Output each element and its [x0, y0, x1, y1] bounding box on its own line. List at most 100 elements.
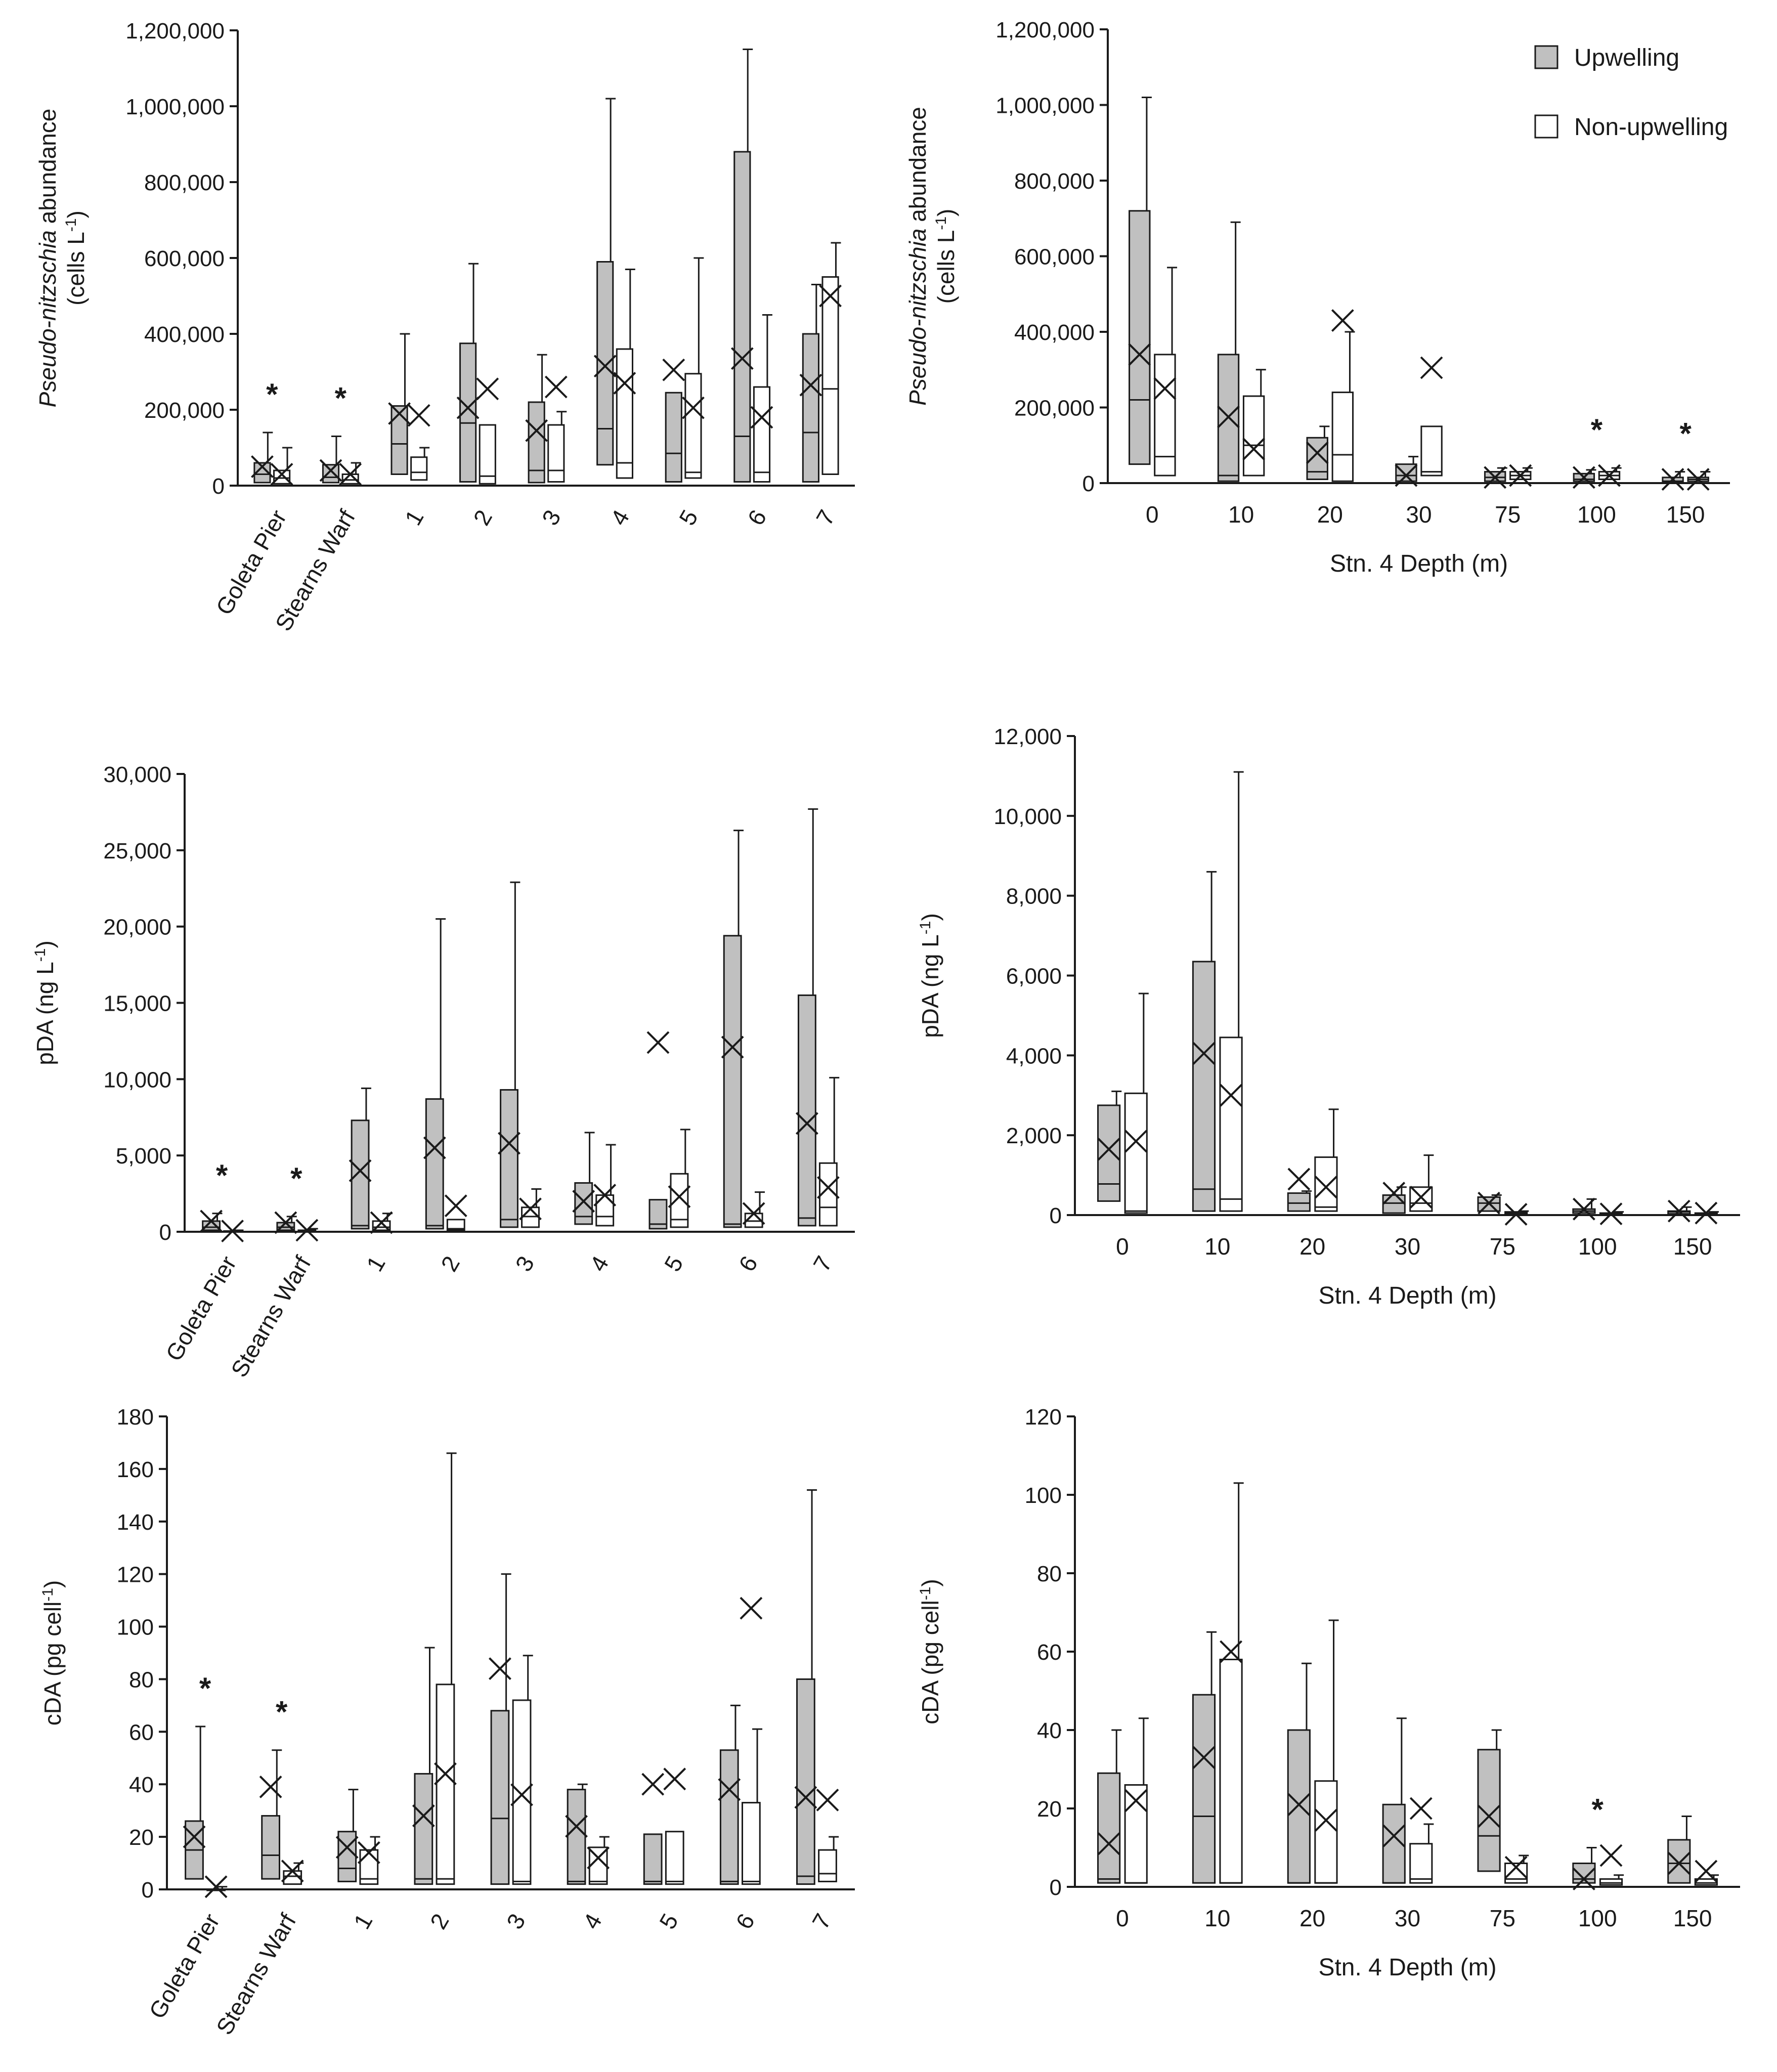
mean-marker	[319, 459, 342, 482]
mean-marker	[1504, 1855, 1528, 1879]
y-tick-label: 120	[1025, 1405, 1062, 1430]
mean-marker-stroke	[794, 1786, 817, 1809]
mean-marker	[1598, 464, 1621, 487]
x-tick-label: 30	[1395, 1233, 1420, 1260]
mean-marker	[799, 373, 822, 397]
mean-marker	[1287, 1793, 1311, 1816]
mean-marker-stroke	[1287, 1168, 1311, 1191]
mean-marker-stroke	[434, 1762, 457, 1785]
y-tick-label: 60	[129, 1720, 154, 1745]
mean-marker-stroke	[1420, 356, 1443, 379]
box	[1287, 1192, 1311, 1212]
mean-marker	[1667, 1852, 1691, 1875]
chart-c: 0 5,000 10,000 15,000 20,000 25,000 30,000 pDA …	[32, 762, 855, 1382]
mean-marker	[593, 355, 617, 378]
chart-f: 0 20 40 60 80 100 120 cDA (pg cell-1) 0 10 20 30 75 1…	[917, 1405, 1740, 1981]
box	[1192, 1694, 1216, 1884]
mean-marker-stroke	[412, 1804, 435, 1827]
x-tick-label: 10	[1228, 501, 1254, 528]
legend-label-upwelling: Upwelling	[1574, 45, 1679, 71]
mean-marker	[750, 406, 773, 429]
mean-marker	[1686, 468, 1710, 491]
box	[500, 1089, 518, 1228]
mean-marker-stroke	[1667, 1852, 1691, 1875]
y-axis-title: pDA (ng L-1)	[32, 940, 58, 1065]
mean-marker-stroke	[1573, 1868, 1595, 1890]
mean-marker-stroke	[525, 419, 548, 442]
mean-marker-stroke	[1382, 1824, 1406, 1847]
mean-marker	[587, 1846, 610, 1870]
mean-marker	[1478, 1805, 1500, 1828]
mean-marker-stroke	[572, 1190, 595, 1213]
mean-marker	[1695, 1860, 1718, 1883]
mean-marker	[742, 1202, 765, 1225]
x-axis-title: Stn. 4 Depth (m)	[1318, 1282, 1496, 1309]
mean-marker-stroke	[274, 1211, 297, 1234]
x-tick-label: 0	[1146, 501, 1159, 528]
mean-marker	[816, 1176, 840, 1199]
legend: Upwelling Non-upwelling	[1534, 45, 1728, 141]
box	[1124, 1092, 1148, 1214]
mean-marker	[456, 396, 480, 419]
significance-marker: *	[290, 1161, 302, 1195]
mean-marker-stroke	[1382, 1182, 1406, 1205]
box	[588, 1846, 608, 1885]
box	[1395, 463, 1417, 482]
y-tick-label: 140	[117, 1510, 154, 1535]
box	[742, 1802, 761, 1885]
mean-marker-stroke	[200, 1210, 223, 1233]
x-tick-label: Stearns Warf	[226, 1251, 316, 1382]
y-tick-label: 600,000	[1014, 245, 1095, 270]
mean-marker-stroke	[444, 1194, 467, 1218]
box	[665, 1831, 684, 1885]
y-tick-label: 180	[117, 1405, 154, 1430]
mean-marker	[1504, 1203, 1528, 1226]
mean-marker-stroke	[1661, 468, 1684, 491]
box	[1382, 1194, 1406, 1214]
box	[446, 1219, 465, 1231]
box	[818, 1849, 837, 1882]
x-tick-label: 20	[1299, 1905, 1325, 1931]
box	[1287, 1729, 1311, 1884]
mean-marker	[668, 1185, 691, 1208]
y-axis-title-units: (cells L-1)	[933, 209, 959, 304]
mean-marker-stroke	[1686, 468, 1710, 491]
mean-marker	[1420, 356, 1443, 379]
mean-marker-stroke	[335, 1836, 359, 1859]
mean-marker-stroke	[349, 1159, 372, 1182]
mean-marker	[1306, 441, 1329, 464]
y-axis-title-units: (cells L-1)	[63, 210, 89, 306]
x-axis-title: Stn. 4 Depth (m)	[1318, 1954, 1496, 1981]
significance-marker: *	[199, 1671, 211, 1705]
mean-marker-stroke	[270, 463, 293, 486]
mean-marker-stroke	[565, 1815, 588, 1838]
y-tick-label: 15,000	[103, 991, 171, 1016]
y-tick-label: 0	[1050, 1875, 1062, 1900]
mean-marker-stroke	[1287, 1793, 1311, 1816]
mean-marker-stroke	[1478, 1191, 1500, 1215]
mean-marker-stroke	[1315, 1808, 1337, 1832]
mean-marker	[259, 1776, 282, 1798]
mean-marker-stroke	[750, 406, 773, 429]
mean-marker	[1382, 1824, 1406, 1847]
y-tick-label: 200,000	[1014, 396, 1095, 421]
box	[797, 994, 816, 1227]
box	[567, 1789, 586, 1885]
mean-marker-stroke	[1573, 1197, 1595, 1221]
x-tick-label: 150	[1673, 1905, 1712, 1931]
mean-marker-stroke	[319, 459, 342, 482]
box	[436, 1684, 455, 1885]
mean-marker	[388, 402, 411, 425]
box	[521, 1206, 540, 1228]
mean-marker-stroke	[1484, 466, 1507, 489]
mean-marker	[1153, 377, 1177, 400]
y-tick-label: 10,000	[103, 1067, 171, 1092]
y-tick-label: 1,200,000	[995, 18, 1095, 42]
box	[1667, 1839, 1691, 1884]
mean-marker	[339, 463, 362, 486]
box	[1331, 392, 1354, 482]
mean-marker	[270, 463, 293, 486]
mean-marker	[1599, 1844, 1623, 1867]
x-tick-label: 6	[742, 505, 771, 530]
box	[684, 373, 702, 479]
